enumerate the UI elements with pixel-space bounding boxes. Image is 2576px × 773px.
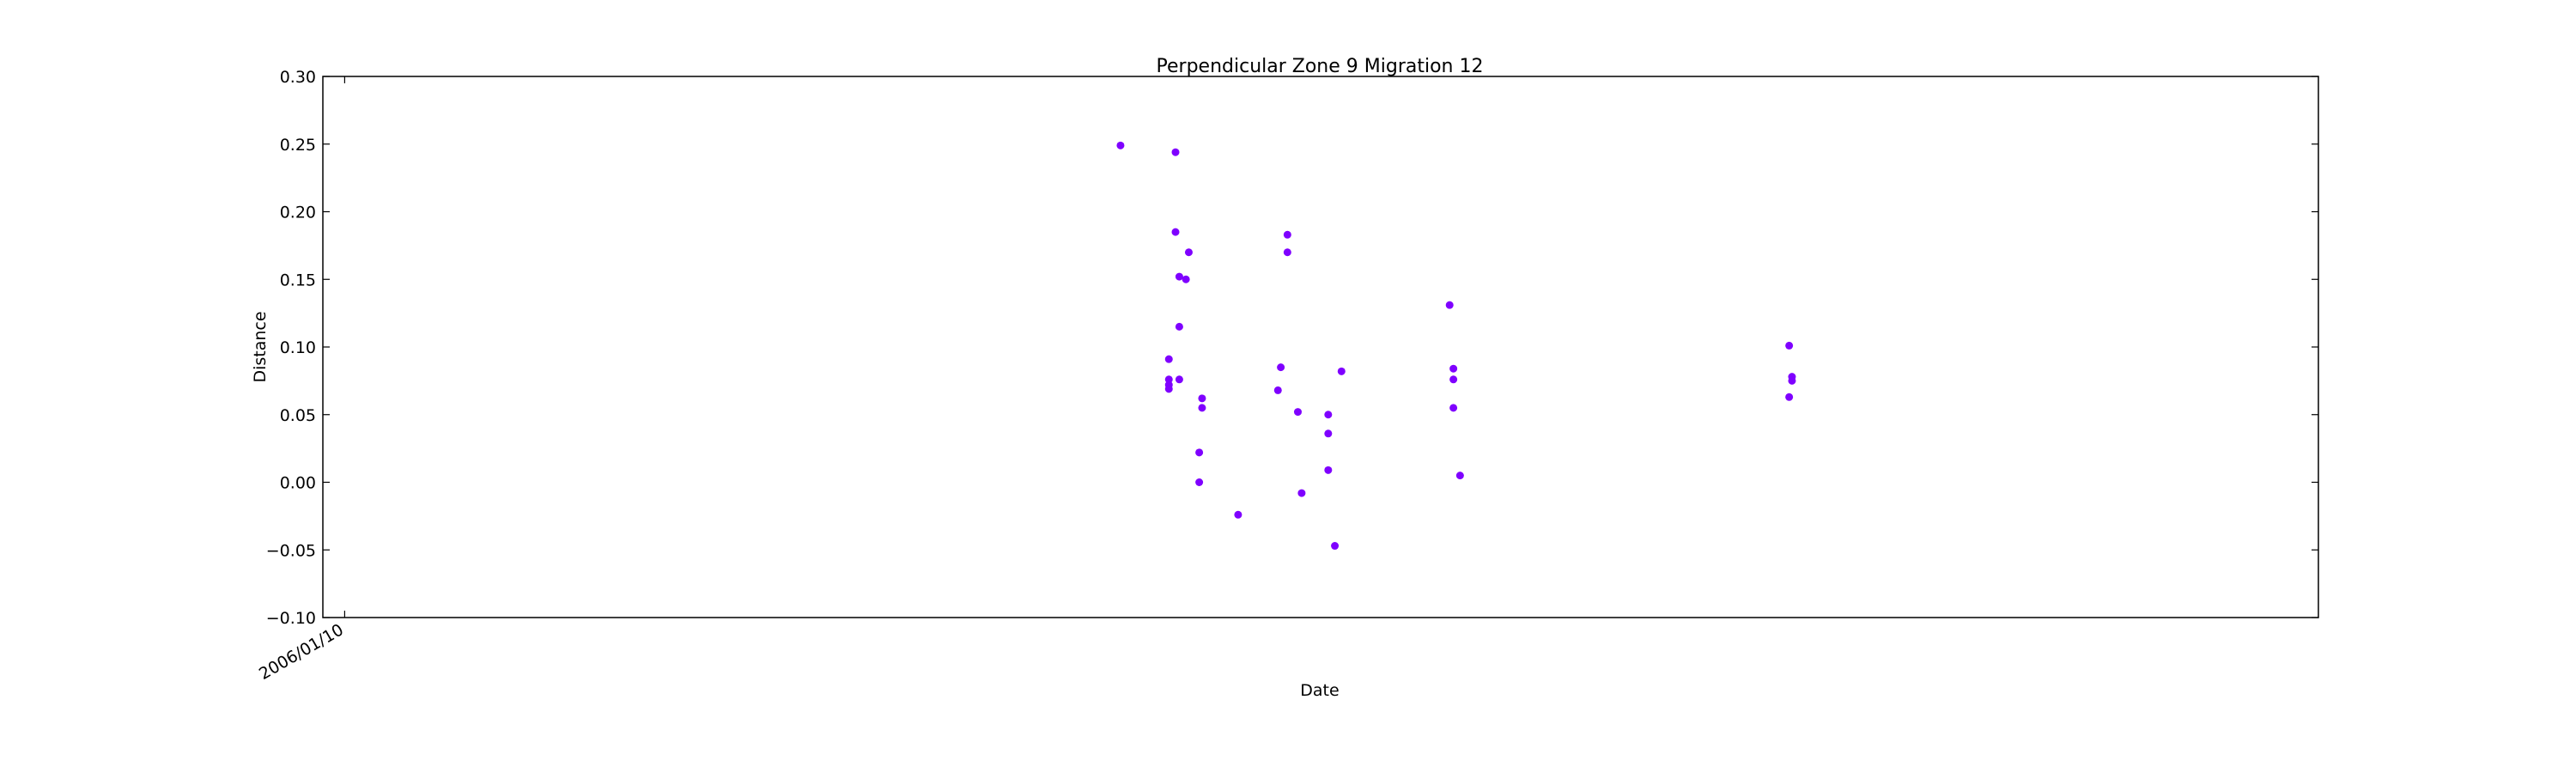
y-tick-label: −0.05 bbox=[266, 541, 316, 560]
plot-area-frame bbox=[322, 76, 2319, 618]
data-point bbox=[1116, 141, 1125, 149]
data-point bbox=[1184, 248, 1193, 257]
data-point bbox=[1324, 466, 1333, 474]
data-point bbox=[1277, 363, 1285, 372]
y-tick-label: 0.25 bbox=[280, 136, 316, 155]
x-axis-title: Date bbox=[1300, 681, 1339, 700]
data-point bbox=[1198, 404, 1206, 412]
data-points bbox=[1116, 141, 1796, 551]
data-point bbox=[1175, 322, 1183, 331]
data-point bbox=[1337, 367, 1346, 375]
y-tick-label: 0.20 bbox=[280, 204, 316, 222]
data-point bbox=[1449, 404, 1458, 412]
data-point bbox=[1445, 301, 1454, 309]
y-tick-label: 0.15 bbox=[280, 271, 316, 289]
data-point bbox=[1455, 472, 1464, 480]
data-point bbox=[1164, 385, 1173, 393]
data-point bbox=[1449, 375, 1458, 384]
data-point bbox=[1331, 542, 1340, 551]
y-tick-label: 0.00 bbox=[280, 474, 316, 493]
data-point bbox=[1324, 411, 1333, 419]
data-point bbox=[1182, 275, 1190, 283]
data-point bbox=[1164, 375, 1173, 384]
y-axis-title: Distance bbox=[251, 311, 270, 382]
data-point bbox=[1171, 148, 1180, 156]
data-point bbox=[1273, 386, 1282, 394]
data-point bbox=[1324, 429, 1333, 438]
data-point bbox=[1283, 248, 1291, 257]
data-point bbox=[1283, 230, 1291, 239]
y-tick-label: −0.10 bbox=[266, 609, 316, 628]
data-point bbox=[1195, 448, 1204, 457]
y-tick-label: 0.10 bbox=[280, 338, 316, 357]
data-point bbox=[1164, 355, 1173, 363]
data-point bbox=[1293, 408, 1302, 417]
data-point bbox=[1175, 375, 1183, 384]
chart-title: Perpendicular Zone 9 Migration 12 bbox=[1157, 56, 1484, 77]
data-point bbox=[1785, 393, 1794, 401]
data-point bbox=[1234, 510, 1242, 519]
data-point bbox=[1175, 272, 1183, 281]
data-point bbox=[1195, 478, 1204, 486]
data-point bbox=[1171, 228, 1180, 236]
y-tick-label: 0.30 bbox=[280, 68, 316, 87]
data-point bbox=[1788, 376, 1796, 385]
data-point bbox=[1449, 364, 1458, 373]
data-point bbox=[1297, 489, 1306, 497]
y-tick-label: 0.05 bbox=[280, 406, 316, 425]
data-point bbox=[1785, 341, 1794, 350]
data-point bbox=[1198, 394, 1206, 403]
